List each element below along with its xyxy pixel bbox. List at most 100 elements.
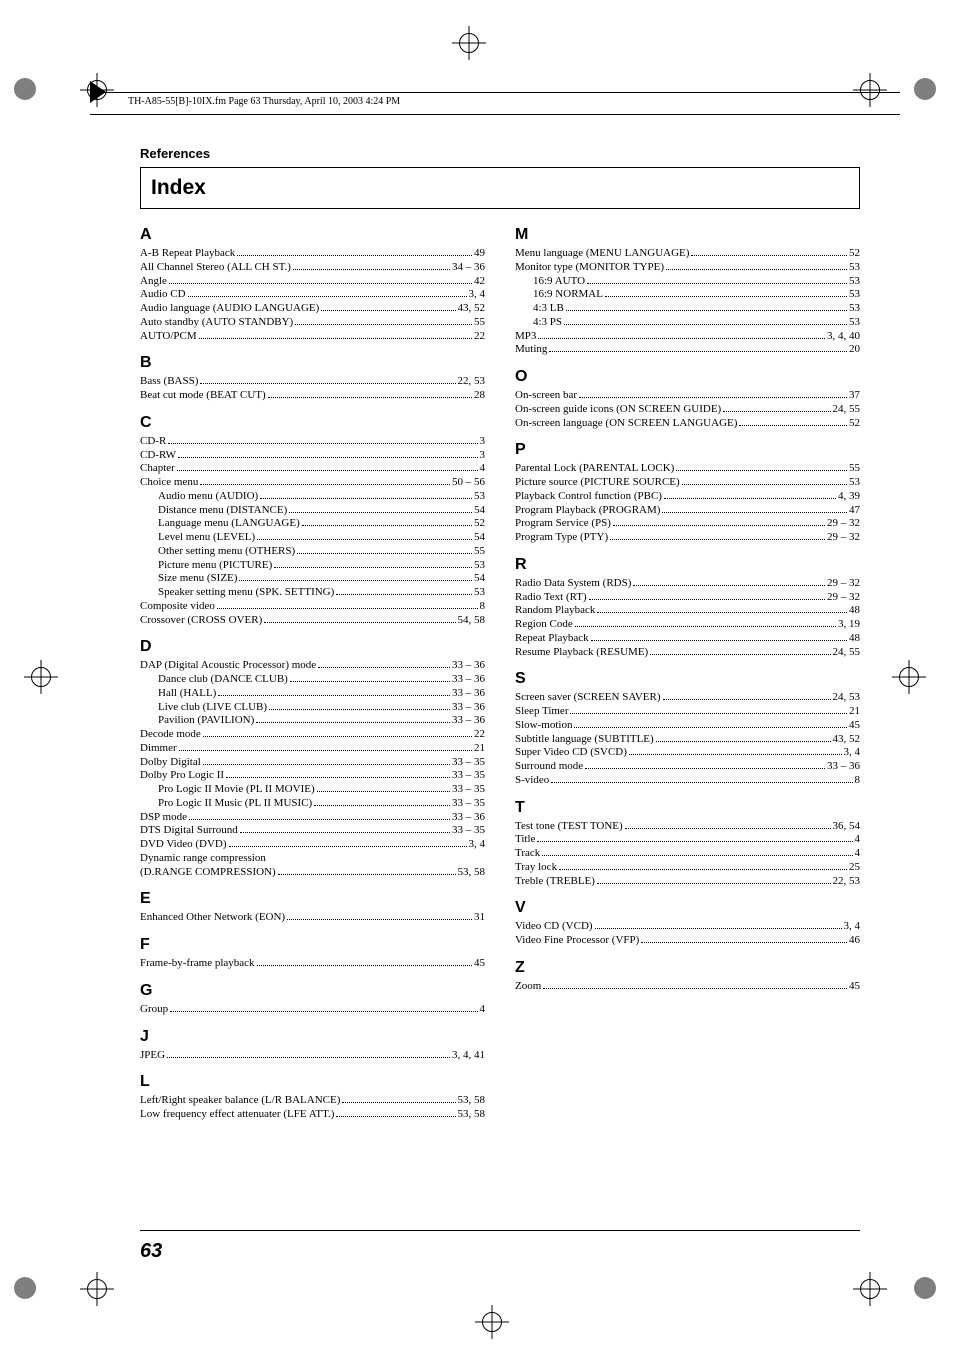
leader-dots [167, 1057, 450, 1058]
leader-dots [169, 283, 472, 284]
index-entry-page: 53 [849, 261, 860, 275]
index-entry-page: 52 [849, 417, 860, 431]
index-entry: All Channel Stereo (ALL CH ST.)34 – 36 [140, 261, 485, 275]
index-entry-label: CD-RW [140, 449, 176, 463]
index-entry: Tray lock25 [515, 861, 860, 875]
index-entry-label: Muting [515, 343, 547, 357]
index-entry-label: Composite video [140, 600, 215, 614]
index-entry-label: Speaker setting menu (SPK. SETTING) [158, 586, 334, 600]
leader-dots [650, 654, 830, 655]
index-entry: Surround mode33 – 36 [515, 760, 860, 774]
index-entry-label: Random Playback [515, 604, 595, 618]
index-entry-page: 53 [849, 316, 860, 330]
leader-dots [239, 580, 472, 581]
index-entry-label: Title [515, 833, 535, 847]
index-entry-label: Level menu (LEVEL) [158, 531, 255, 545]
index-entry-label: Slow-motion [515, 719, 572, 733]
registration-mark [475, 1305, 509, 1339]
index-entry: Audio language (AUDIO LANGUAGE)43, 52 [140, 302, 485, 316]
index-entry-page: 4 [480, 1003, 486, 1017]
index-entry: CD-RW3 [140, 449, 485, 463]
running-header-frame: TH-A85-55[B]-10IX.fm Page 63 Thursday, A… [140, 92, 860, 114]
index-entry-page: 21 [849, 705, 860, 719]
leader-dots [666, 269, 847, 270]
leader-dots [260, 498, 472, 499]
leader-dots [256, 722, 450, 723]
index-entry-page: 53 [474, 559, 485, 573]
index-entry-label: Subtitle language (SUBTITLE) [515, 733, 654, 747]
index-entry: Other setting menu (OTHERS)55 [140, 545, 485, 559]
index-entry-page: 25 [849, 861, 860, 875]
index-entry-label: AUTO/PCM [140, 330, 197, 344]
index-entry: Title4 [515, 833, 860, 847]
index-entry: 4:3 LB53 [515, 302, 860, 316]
index-entry: Live club (LIVE CLUB)33 – 36 [140, 701, 485, 715]
index-entry-page: 3, 4 [844, 920, 861, 934]
leader-dots [570, 713, 847, 714]
index-entry: Monitor type (MONITOR TYPE)53 [515, 261, 860, 275]
index-entry-label: All Channel Stereo (ALL CH ST.) [140, 261, 291, 275]
index-entry-page: 53 [474, 586, 485, 600]
index-entry-label: Frame-by-frame playback [140, 957, 255, 971]
index-entry: Level menu (LEVEL) 54 [140, 531, 485, 545]
index-entry: Parental Lock (PARENTAL LOCK)55 [515, 462, 860, 476]
index-letter: E [140, 889, 485, 909]
index-letter: T [515, 798, 860, 818]
print-dot [914, 78, 936, 100]
index-entry-page: 33 – 35 [452, 769, 485, 783]
index-letter: V [515, 898, 860, 918]
leader-dots [302, 525, 472, 526]
index-entry-label: Video CD (VCD) [515, 920, 593, 934]
registration-mark [80, 1272, 114, 1306]
index-entry: Radio Data System (RDS)29 – 32 [515, 577, 860, 591]
index-entry-label: Chapter [140, 462, 175, 476]
leader-dots [664, 498, 836, 499]
index-entry: Hall (HALL)33 – 36 [140, 687, 485, 701]
index-entry-page: 29 – 32 [827, 591, 860, 605]
leader-dots [229, 846, 467, 847]
index-letter: G [140, 981, 485, 1001]
page: TH-A85-55[B]-10IX.fm Page 63 Thursday, A… [0, 0, 954, 1351]
index-letter: A [140, 225, 485, 245]
leader-dots [587, 283, 847, 284]
index-entry-label: Choice menu [140, 476, 198, 490]
index-entry-page: 3, 4, 41 [452, 1049, 485, 1063]
index-entry-label: A-B Repeat Playback [140, 247, 235, 261]
index-entry-label: Angle [140, 275, 167, 289]
index-entry-label: Playback Control function (PBC) [515, 490, 662, 504]
index-entry-label: Super Video CD (SVCD) [515, 746, 627, 760]
index-entry: Menu language (MENU LANGUAGE)52 [515, 247, 860, 261]
index-entry-page: 37 [849, 389, 860, 403]
leader-dots [179, 750, 472, 751]
leader-dots [170, 1011, 477, 1012]
leader-dots [559, 869, 847, 870]
index-entry-page: 22 [474, 330, 485, 344]
leader-dots [662, 512, 847, 513]
index-entry-page: 55 [474, 316, 485, 330]
index-entry-label: Live club (LIVE CLUB) [158, 701, 267, 715]
index-entry-label: Screen saver (SCREEN SAVER) [515, 691, 661, 705]
leader-dots [295, 324, 472, 325]
leader-dots [549, 351, 847, 352]
index-letter: L [140, 1072, 485, 1092]
leader-dots [691, 255, 847, 256]
index-entry-page: 54 [474, 531, 485, 545]
index-entry-label: Dolby Pro Logic II [140, 769, 224, 783]
leader-dots [551, 782, 852, 783]
index-entry: Frame-by-frame playback45 [140, 957, 485, 971]
index-letter: S [515, 669, 860, 689]
leader-dots [610, 539, 825, 540]
leader-dots [217, 608, 478, 609]
leader-dots [218, 695, 450, 696]
left-column: AA-B Repeat Playback49All Channel Stereo… [140, 215, 485, 1122]
index-entry-page: 54 [474, 572, 485, 586]
index-entry: Dynamic range compression [140, 852, 485, 866]
index-entry-page: 3, 4, 40 [827, 330, 860, 344]
index-entry-page: 22, 53 [458, 375, 486, 389]
index-entry: Screen saver (SCREEN SAVER)24, 53 [515, 691, 860, 705]
index-entry: CD-R3 [140, 435, 485, 449]
leader-dots [336, 1116, 455, 1117]
index-entry-page: 33 – 36 [452, 714, 485, 728]
leader-dots [682, 484, 847, 485]
index-entry-label: (D.RANGE COMPRESSION) [140, 866, 276, 880]
